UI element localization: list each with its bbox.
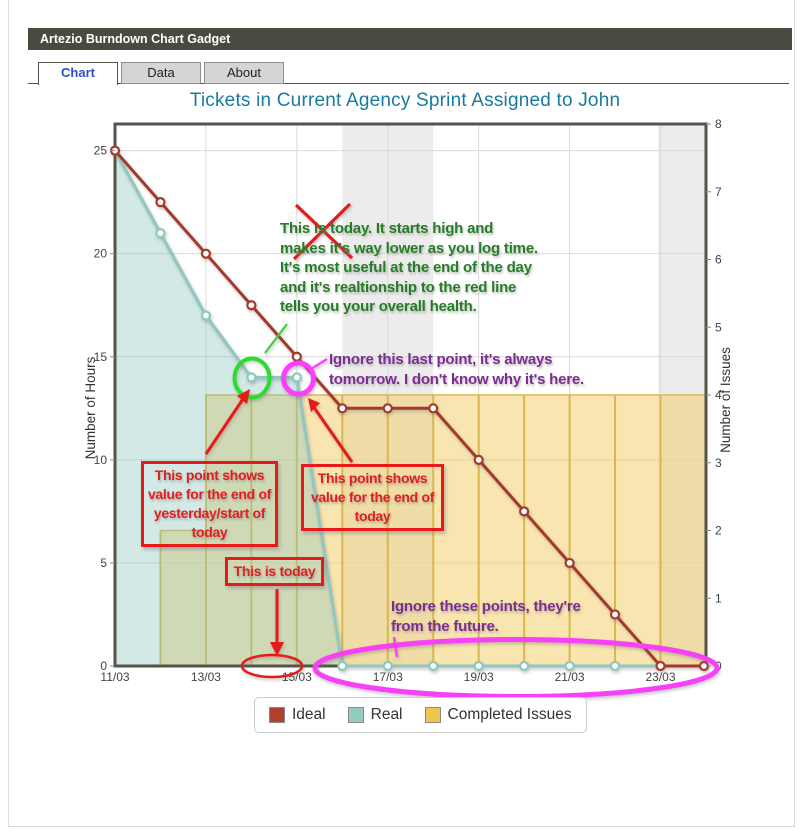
tabstrip-baseline-right: [118, 83, 789, 84]
legend-label-0: Ideal: [292, 706, 326, 723]
red-box-today-value: This point shows value for the end of to…: [301, 464, 444, 531]
gadget-header-bar: Artezio Burndown Chart Gadget: [28, 28, 792, 50]
legend-swatch-1: [347, 707, 364, 723]
legend-swatch-2: [424, 707, 441, 723]
legend-item-0: Ideal: [269, 706, 326, 724]
tab-chart[interactable]: Chart: [38, 62, 118, 85]
legend-swatch-0: [269, 707, 285, 723]
tab-data[interactable]: Data: [121, 62, 201, 84]
legend-label-2: Completed Issues: [447, 706, 572, 723]
gadget-title: Artezio Burndown Chart Gadget: [40, 32, 231, 46]
red-box-yesterday-value: This point shows value for the end of ye…: [141, 461, 278, 547]
legend-item-2: Completed Issues: [424, 706, 572, 724]
chart-legend: Ideal Real Completed Issues: [254, 697, 587, 733]
red-box-this-is-today: This is today: [225, 557, 324, 586]
legend-item-1: Real: [347, 706, 403, 724]
purple-note-future: Ignore these points, they're from the fu…: [391, 598, 581, 635]
chart-title: Tickets in Current Agency Sprint Assigne…: [189, 90, 621, 111]
tabstrip-baseline-left: [28, 83, 38, 84]
purple-note-tomorrow: Ignore this last point, it's always tomo…: [329, 351, 585, 388]
tab-about[interactable]: About: [204, 62, 284, 84]
green-note-today-explanation: This is today. It starts high and makes …: [280, 220, 538, 315]
legend-label-1: Real: [370, 706, 403, 723]
gadget-frame: [8, 0, 795, 827]
